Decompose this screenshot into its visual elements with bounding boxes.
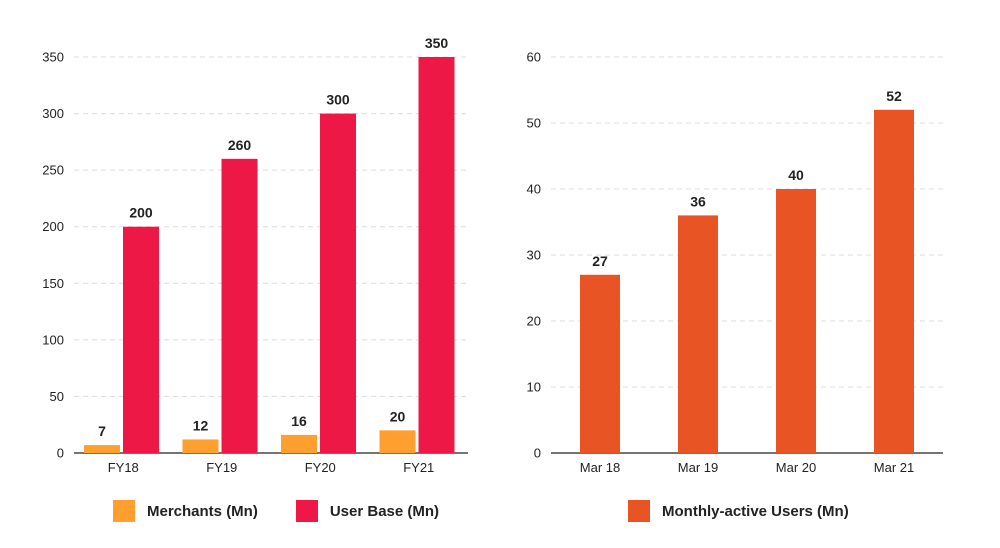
left-chart-x-tick-label: FY18 <box>108 460 139 475</box>
left-chart-data-label: 12 <box>193 417 209 433</box>
right-chart-y-tick-label: 20 <box>527 314 541 329</box>
right-chart-y-tick-label: 60 <box>527 50 541 65</box>
right-chart-y-tick-label: 10 <box>527 380 541 395</box>
left-chart-y-tick-label: 350 <box>42 50 64 65</box>
left-chart-y-tick-label: 200 <box>42 219 64 234</box>
right-chart-y-tick-label: 40 <box>527 182 541 197</box>
right-chart-data-label: 52 <box>886 88 902 104</box>
chart-right: 0 10 20 30 40 50 60 Mar 18 27 Mar 19 36 Mar 20 40 Mar… <box>527 50 943 475</box>
chart-left: 0 50 100 150 200 250 300 350 FY18 7 200 FY19 12 260 FY… <box>42 35 468 475</box>
legend-label-mau: Monthly-active Users (Mn) <box>662 502 849 520</box>
left-chart-y-tick-label: 100 <box>42 332 64 347</box>
left-chart-y-tick-label: 250 <box>42 163 64 178</box>
left-chart-bar <box>281 434 317 453</box>
legend-swatch-mau <box>628 500 650 522</box>
left-chart-x-tick-label: FY19 <box>206 460 237 475</box>
legend-item-merchants: Merchants (Mn) <box>113 500 258 522</box>
left-chart-bar <box>84 445 120 453</box>
legend-swatch-merchants <box>113 500 135 522</box>
left-chart-data-label: 300 <box>326 92 350 108</box>
left-chart-data-label: 200 <box>129 205 153 221</box>
left-chart-x-tick-label: FY20 <box>305 460 336 475</box>
right-chart-bar <box>776 189 816 453</box>
left-chart-bar <box>320 113 356 454</box>
right-chart-data-label: 36 <box>690 193 706 209</box>
left-chart-data-label: 260 <box>228 137 252 153</box>
left-chart-bar <box>418 57 455 453</box>
left-chart-bar <box>379 430 416 453</box>
left-chart-bar <box>182 439 219 453</box>
left-chart-data-label: 20 <box>390 408 406 424</box>
right-chart-x-tick-label: Mar 20 <box>776 460 816 475</box>
left-chart-data-label: 350 <box>425 35 449 51</box>
legend-label-user-base: User Base (Mn) <box>329 502 440 520</box>
left-chart-y-tick-label: 50 <box>50 389 64 404</box>
left-chart-y-tick-label: 0 <box>57 446 64 461</box>
right-chart-bar <box>580 274 620 453</box>
legend-item-mau: Monthly-active Users (Mn) <box>628 500 849 522</box>
legend-label-merchants: Merchants (Mn) <box>147 502 258 520</box>
right-chart-y-tick-label: 0 <box>534 446 541 461</box>
left-chart-bar <box>123 226 159 453</box>
legend-left: Merchants (Mn) User Base (Mn) <box>113 500 439 522</box>
left-chart-bar <box>221 158 258 454</box>
right-chart-x-tick-label: Mar 18 <box>580 460 620 475</box>
right-chart-bar <box>678 215 718 453</box>
left-chart-x-tick-label: FY21 <box>403 460 434 475</box>
left-chart-y-tick-label: 150 <box>42 276 64 291</box>
right-chart-data-label: 27 <box>592 253 608 269</box>
right-chart-bar <box>874 109 914 454</box>
right-chart-x-tick-label: Mar 19 <box>678 460 718 475</box>
left-chart-y-tick-label: 300 <box>42 106 64 121</box>
left-chart-data-label: 7 <box>98 423 106 439</box>
right-chart-y-tick-label: 50 <box>527 116 541 131</box>
left-chart-data-label: 16 <box>291 413 307 429</box>
right-chart-y-tick-label: 30 <box>527 248 541 263</box>
legend-item-user-base: User Base (Mn) <box>295 500 440 522</box>
legend-swatch-user-base <box>295 500 318 522</box>
right-chart-data-label: 40 <box>788 167 804 183</box>
right-chart-x-tick-label: Mar 21 <box>874 460 914 475</box>
legend-right: Monthly-active Users (Mn) <box>628 500 849 522</box>
